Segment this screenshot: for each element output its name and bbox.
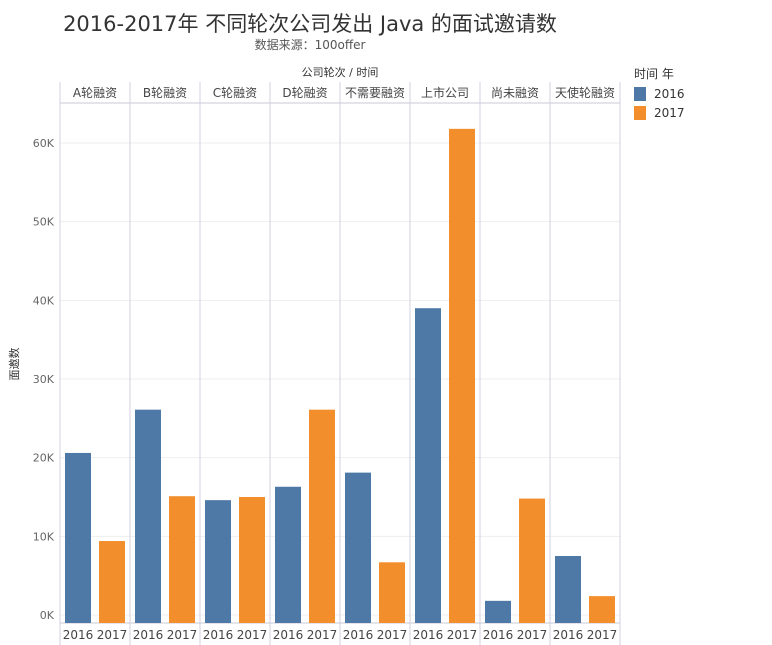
bar-2016[interactable] [345, 472, 371, 623]
bar-2016[interactable] [205, 500, 231, 623]
x-axis-title: 公司轮次 / 时间 [302, 65, 379, 79]
bar-2017[interactable] [99, 541, 125, 623]
legend-label-2016: 2016 [654, 87, 685, 101]
legend-swatch-2016 [634, 87, 646, 101]
category-label: 天使轮融资 [555, 85, 615, 100]
x-year-label: 2016 [133, 628, 164, 642]
y-tick-label: 0K [40, 609, 55, 622]
bar-2016[interactable] [555, 556, 581, 623]
legend-item-2016[interactable]: 2016 [634, 87, 685, 101]
bar-2017[interactable] [169, 496, 195, 623]
x-year-label: 2017 [97, 628, 128, 642]
y-tick-label: 20K [33, 452, 55, 465]
category-label: 上市公司 [421, 85, 469, 100]
bar-2016[interactable] [485, 600, 511, 623]
category-label: A轮融资 [73, 86, 117, 100]
y-tick-label: 10K [33, 530, 55, 543]
legend-item-2017[interactable]: 2017 [634, 106, 685, 120]
y-tick-label: 60K [33, 137, 55, 150]
y-tick-label: 30K [33, 373, 55, 386]
x-year-label: 2017 [307, 628, 338, 642]
chart-subtitle: 数据来源：100offer [254, 38, 366, 52]
bar-2017[interactable] [589, 596, 615, 623]
x-year-label: 2016 [273, 628, 304, 642]
bar-2016[interactable] [275, 486, 301, 623]
category-label: 不需要融资 [345, 86, 405, 100]
category-label: D轮融资 [282, 86, 327, 100]
x-year-label: 2016 [63, 628, 94, 642]
x-year-label: 2017 [517, 628, 548, 642]
legend-swatch-2017 [634, 106, 646, 120]
category-label: C轮融资 [213, 86, 257, 100]
x-year-label: 2017 [447, 628, 478, 642]
bar-2016[interactable] [65, 452, 91, 623]
chart-title: 2016-2017年 不同轮次公司发出 Java 的面试邀请数 [63, 12, 557, 36]
bar-2016[interactable] [415, 308, 441, 623]
x-year-label: 2016 [343, 628, 374, 642]
bar-2017[interactable] [379, 562, 405, 623]
bar-2016[interactable] [135, 409, 161, 623]
category-label: B轮融资 [143, 86, 187, 100]
y-tick-label: 40K [33, 294, 55, 307]
x-year-label: 2016 [553, 628, 584, 642]
y-tick-label: 50K [33, 216, 55, 229]
x-year-label: 2017 [167, 628, 198, 642]
x-year-label: 2017 [237, 628, 268, 642]
y-axis-title: 面邀数 [7, 348, 21, 381]
x-year-label: 2016 [413, 628, 444, 642]
category-label: 尚未融资 [491, 86, 539, 100]
bar-2017[interactable] [449, 128, 475, 623]
legend-title: 时间 年 [634, 67, 674, 81]
bar-2017[interactable] [239, 497, 265, 623]
legend-label-2017: 2017 [654, 106, 685, 120]
x-year-label: 2017 [587, 628, 618, 642]
x-year-label: 2017 [377, 628, 408, 642]
legend: 时间 年 2016 2017 [634, 65, 685, 125]
x-year-label: 2016 [483, 628, 514, 642]
x-year-label: 2016 [203, 628, 234, 642]
bar-2017[interactable] [309, 409, 335, 623]
bar-2017[interactable] [519, 498, 545, 623]
